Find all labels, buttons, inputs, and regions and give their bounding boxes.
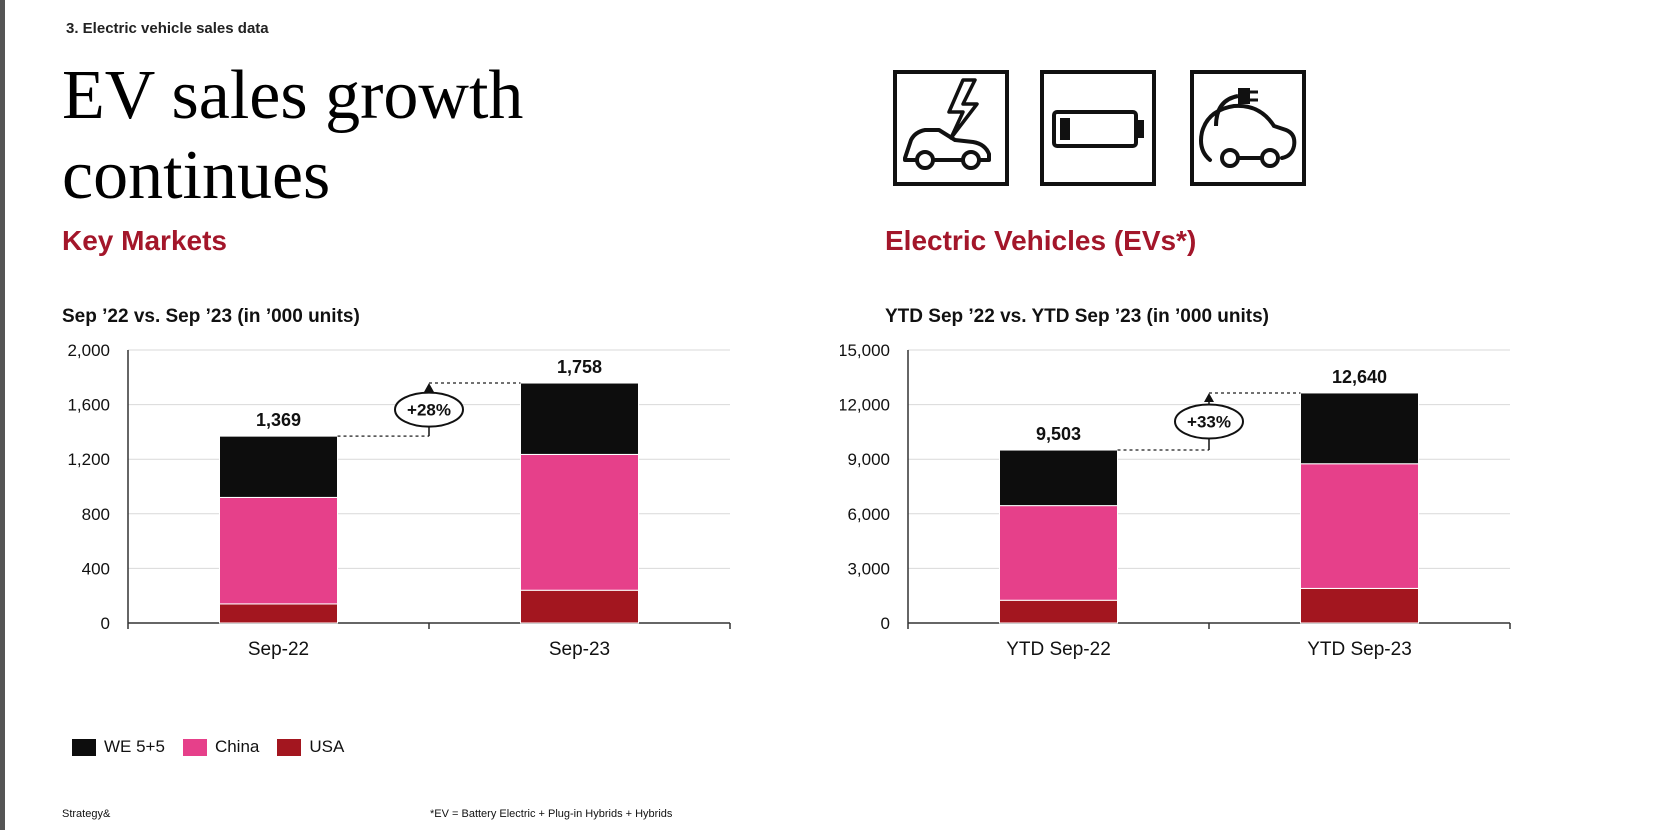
bar-we-5-5-sep-23 [520,382,639,455]
y-tick-label: 800 [82,505,110,524]
y-tick-label: 2,000 [67,341,110,360]
bar-china-ytd-sep-23 [1300,463,1419,589]
bar-we-5-5-ytd-sep-23 [1300,392,1419,465]
legend-swatch-we55 [72,738,96,756]
legend-label-china: China [214,737,260,756]
bar-we-5-5-ytd-sep-22 [999,449,1118,507]
y-tick-label: 400 [82,559,110,578]
right-chart: 0 3,000 6,000 9,000 12,000 15,000 9,503 YTD Sep… [838,340,1620,720]
legend-label-usa: USA [309,737,345,756]
growth-label: +33% [1187,412,1231,431]
bar-china-sep-22 [219,496,338,605]
legend-item-china: China [182,737,260,757]
y-tick-label: 6,000 [847,505,890,524]
y-tick-label: 15,000 [840,341,890,360]
growth-arrowhead [1204,392,1214,402]
y-tick-label: 0 [101,614,110,633]
y-tick-label: 9,000 [847,450,890,469]
y-tick-label: 1,200 [67,450,110,469]
left-chart-svg: 0 400 800 1,200 1,600 2,000 1,369 Sep-22 1,758 Se… [67,341,731,660]
growth-badge [1174,403,1244,440]
bar-usa-sep-23 [520,589,639,624]
bar-china-ytd-sep-22 [999,505,1118,601]
bar-usa-sep-22 [219,603,338,624]
total-label: 1,758 [557,357,602,377]
section-label: 3. Electric vehicle sales data [66,20,269,37]
bar-we-5-5-sep-22 [219,435,338,498]
x-category-label: YTD Sep-23 [1307,639,1412,660]
total-label: 1,369 [256,410,301,430]
legend-item-we55: WE 5+5 [72,737,165,757]
left-chart: 0 400 800 1,200 1,600 2,000 1,369 Sep-22 1,758 Se… [40,340,800,720]
y-tick-label: 1,600 [67,396,110,415]
x-category-label: Sep-22 [248,639,309,660]
x-category-label: YTD Sep-22 [1006,639,1111,660]
left-chart-caption: Sep ’22 vs. Sep ’23 (in ’000 units) [62,306,360,327]
bar-usa-ytd-sep-23 [1300,587,1419,624]
right-subhead: Electric Vehicles (EVs*) [885,225,1197,256]
car-bolt-icon [893,70,1009,186]
growth-label: +28% [407,401,451,420]
footer-note: *EV = Battery Electric + Plug-in Hybrids… [430,808,673,820]
y-tick-label: 3,000 [847,559,890,578]
battery-icon [1040,70,1156,186]
legend-item-usa: USA [277,737,344,757]
plug-car-icon [1190,70,1306,186]
total-label: 12,640 [1332,367,1387,387]
footer-source: Strategy& [62,808,111,820]
legend-swatch-china [182,738,207,756]
y-tick-label: 12,000 [840,396,890,415]
bar-usa-ytd-sep-22 [999,599,1118,624]
right-chart-caption: YTD Sep ’22 vs. YTD Sep ’23 (in ’000 uni… [885,306,1269,327]
legend-swatch-usa [277,738,302,756]
right-chart-svg: 0 3,000 6,000 9,000 12,000 15,000 9,503 YTD Sep… [838,341,1511,660]
y-tick-label: 0 [881,614,890,633]
growth-badge [394,391,464,428]
left-subhead: Key Markets [62,225,227,256]
bar-china-sep-23 [520,453,639,591]
legend-label-we55: WE 5+5 [104,737,165,756]
x-category-label: Sep-23 [549,639,610,660]
growth-arrowhead [424,383,434,393]
page-title: EV sales growth continues [62,57,524,214]
window-edge-bar [0,0,5,830]
total-label: 9,503 [1036,424,1081,444]
legend: WE 5+5 China USA [72,737,344,757]
